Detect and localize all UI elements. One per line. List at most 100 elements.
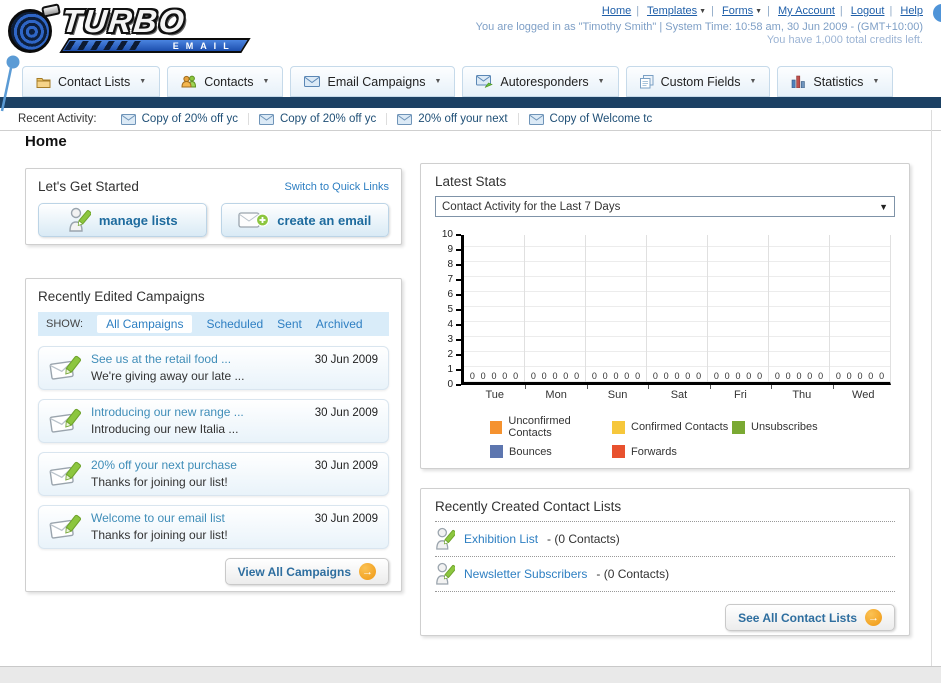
campaign-title-link[interactable]: See us at the retail food ... [91, 351, 232, 366]
logo-banner: EMAIL [59, 38, 251, 53]
tab-label: Email Campaigns [327, 74, 426, 89]
link-separator: | [767, 5, 770, 17]
chevron-down-icon: ▼ [879, 201, 888, 212]
contact-list-link[interactable]: Exhibition List [464, 532, 539, 546]
top-nav-links: Home | Templates ▼ | Forms ▼ | My Account | Lo… [602, 5, 923, 17]
view-all-campaigns-button[interactable]: View All Campaigns → [224, 558, 389, 585]
filter-all-campaigns[interactable]: All Campaigns [97, 315, 193, 333]
campaign-subtitle: Thanks for joining our list! [91, 528, 228, 542]
contact-list-link[interactable]: Newsletter Subscribers [464, 567, 588, 581]
tab-label: Contacts [204, 74, 254, 89]
campaigns-filter-bar: SHOW: All Campaigns Scheduled Sent Archi… [38, 312, 389, 336]
tab-email-campaigns[interactable]: Email Campaigns ▼ [290, 66, 456, 97]
link-separator: | [839, 5, 843, 17]
envelope-plus-icon [238, 212, 270, 228]
manage-lists-button[interactable]: manage lists [38, 203, 207, 237]
chart-legend: Unconfirmed Contacts Confirmed Contacts Un… [490, 415, 895, 458]
campaign-row[interactable]: Welcome to our email list Thanks for join… [38, 505, 389, 549]
envelope-icon [258, 113, 274, 125]
header: TURBO EMAIL Home | Templates ▼ | Forms ▼ | My… [0, 0, 941, 66]
people-icon [181, 75, 197, 88]
filter-scheduled[interactable]: Scheduled [206, 317, 264, 331]
link-logout[interactable]: Logout [850, 5, 885, 17]
turbo-pipe-icon [41, 3, 61, 18]
tab-contacts[interactable]: Contacts ▼ [167, 66, 284, 97]
envelope-pencil-icon [49, 461, 81, 486]
recent-activity-bar: Recent Activity: Copy of 20% off yc Copy… [0, 108, 941, 131]
link-templates[interactable]: Templates [646, 5, 698, 17]
link-my-account[interactable]: My Account [778, 5, 835, 17]
page-title: Home [25, 133, 67, 150]
link-separator: | [636, 5, 640, 17]
campaign-row[interactable]: 20% off your next purchase Thanks for joi… [38, 452, 389, 496]
contact-lists-title: Recently Created Contact Lists [435, 499, 622, 514]
campaign-title-link[interactable]: Welcome to our email list [91, 510, 225, 525]
logo-subtitle: EMAIL [172, 41, 236, 51]
turbo-email-logo[interactable]: TURBO EMAIL [6, 3, 256, 58]
campaign-date: 30 Jun 2009 [314, 460, 378, 472]
person-pencil-icon [69, 207, 91, 232]
get-started-panel: Let's Get Started Switch to Quick Links … [25, 168, 402, 245]
legend-item: Unsubscribes [732, 415, 895, 439]
see-all-contact-lists-label: See All Contact Lists [738, 610, 857, 625]
envelope-icon [397, 113, 413, 125]
link-help[interactable]: Help [900, 5, 923, 17]
recent-activity-item[interactable]: Copy of Welcome tc [519, 113, 663, 125]
campaign-list: See us at the retail food ... We're givin… [38, 346, 389, 549]
chevron-down-icon: ▼ [755, 8, 763, 15]
campaign-row[interactable]: Introducing our new range ... Introducing… [38, 399, 389, 443]
recent-activity-item[interactable]: 20% off your next [387, 113, 519, 125]
campaign-subtitle: Introducing our new Italia ... [91, 422, 239, 436]
chart-y-axis: 10 9 8 7 6 5 4 3 2 1 0 [435, 230, 461, 390]
campaign-date: 30 Jun 2009 [314, 354, 378, 366]
bar-chart-icon [792, 75, 806, 88]
contact-list-count: - (0 Contacts) [547, 532, 620, 546]
link-forms[interactable]: Forms [721, 5, 754, 17]
view-all-campaigns-label: View All Campaigns [237, 564, 351, 579]
recent-activity-item[interactable]: Copy of 20% off yc [111, 113, 249, 125]
tab-custom-fields[interactable]: Custom Fields ▼ [625, 66, 771, 97]
contact-list-item[interactable]: Exhibition List - (0 Contacts) [435, 521, 895, 556]
see-all-contact-lists-button[interactable]: See All Contact Lists → [725, 604, 895, 631]
envelope-pencil-icon [49, 355, 81, 380]
filter-archived[interactable]: Archived [315, 317, 363, 331]
logo-title: TURBO [60, 3, 188, 39]
campaign-row[interactable]: See us at the retail food ... We're givin… [38, 346, 389, 390]
contact-list-count: - (0 Contacts) [596, 567, 670, 581]
tab-label: Custom Fields [660, 74, 741, 89]
switch-quick-links-link[interactable]: Switch to Quick Links [284, 180, 389, 193]
campaign-title-link[interactable]: Introducing our new range ... [91, 404, 244, 419]
tab-label: Contact Lists [58, 74, 131, 89]
latest-stats-title: Latest Stats [435, 174, 507, 189]
main-nav: Contact Lists ▼ Contacts ▼ Email Campaigns… [22, 66, 894, 97]
chevron-down-icon: ▼ [699, 8, 707, 15]
activity-link[interactable]: Copy of Welcome tc [549, 113, 653, 125]
latest-stats-panel: Latest Stats Contact Activity for the La… [420, 163, 910, 469]
link-separator: | [711, 5, 714, 17]
envelope-arrow-icon [476, 75, 494, 88]
manage-lists-label: manage lists [98, 212, 178, 228]
stats-dropdown-value: Contact Activity for the Last 7 Days [442, 200, 621, 213]
login-status-text: You are logged in as "Timothy Smith" | S… [475, 21, 923, 33]
legend-label: Confirmed Contacts [631, 421, 729, 433]
legend-item: Unconfirmed Contacts [490, 415, 612, 439]
tab-contact-lists[interactable]: Contact Lists ▼ [22, 66, 161, 97]
tab-autoresponders[interactable]: Autoresponders ▼ [462, 66, 619, 97]
arrow-right-icon: → [359, 563, 376, 580]
filter-sent[interactable]: Sent [277, 317, 302, 331]
stats-dropdown[interactable]: Contact Activity for the Last 7 Days ▼ [435, 196, 895, 217]
tab-statistics[interactable]: Statistics ▼ [777, 66, 894, 97]
envelope-pencil-icon [49, 514, 81, 539]
chevron-down-icon: ▼ [434, 78, 442, 85]
contact-list-item[interactable]: Newsletter Subscribers - (0 Contacts) [435, 556, 895, 591]
campaign-title-link[interactable]: 20% off your next purchase [91, 457, 237, 472]
link-home[interactable]: Home [601, 5, 632, 17]
activity-link[interactable]: Copy of 20% off yc [141, 113, 238, 125]
create-email-button[interactable]: create an email [220, 203, 389, 237]
activity-link[interactable]: 20% off your next [418, 113, 508, 125]
create-email-label: create an email [277, 212, 372, 228]
navy-divider-bar [0, 97, 941, 108]
recent-activity-item[interactable]: Copy of 20% off yc [249, 113, 388, 125]
activity-link[interactable]: Copy of 20% off yc [279, 113, 377, 125]
